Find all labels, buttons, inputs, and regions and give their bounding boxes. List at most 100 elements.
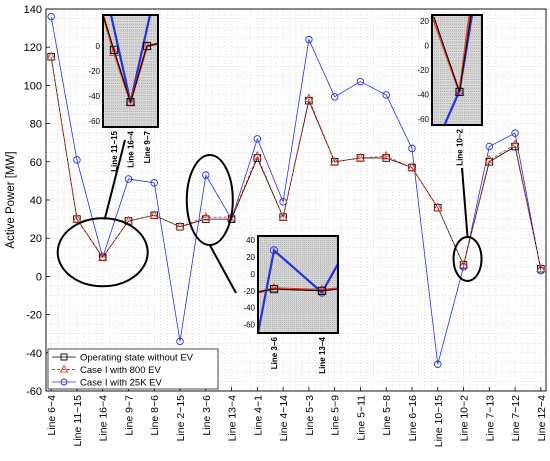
point-marker	[269, 285, 279, 294]
zoom-connector	[208, 244, 237, 294]
point-marker	[381, 150, 391, 160]
point-marker	[150, 179, 158, 187]
series-1	[46, 51, 546, 273]
y-tick-label: 20	[30, 233, 42, 245]
legend-label: Case I with 800 EV	[80, 365, 161, 376]
y-tick-label: -40	[26, 348, 42, 360]
inset-y-tick-label: -20	[88, 67, 100, 76]
point-marker	[60, 353, 68, 361]
x-tick-label: Line 5−9	[330, 395, 342, 436]
inset-x-tick-label: Line 16−4	[127, 130, 136, 167]
inset-x-tick-label: Line 3−6	[270, 336, 279, 369]
inset-series-line	[433, 15, 472, 93]
point-marker	[73, 156, 81, 164]
y-tick-label: 100	[24, 80, 42, 92]
x-tick-label: Line 7−13	[484, 395, 496, 442]
inset-y-tick-label: 0	[96, 42, 101, 51]
point-marker	[484, 154, 494, 164]
inset-y-tick-label: 0	[425, 42, 430, 51]
point-marker	[304, 93, 314, 103]
point-marker	[175, 221, 185, 231]
y-tick-label: 140	[24, 4, 42, 16]
point-marker	[269, 282, 279, 292]
x-tick-label: Line 5−3	[304, 395, 316, 436]
legend-label: Case I with 25K EV	[80, 378, 163, 389]
inset-x-tick-label: Line 11−15	[110, 130, 119, 171]
inset-frame	[257, 235, 339, 334]
x-tick-label: Line 5−8	[381, 395, 393, 436]
point-marker	[253, 135, 262, 143]
point-marker	[356, 77, 365, 86]
inset-y-tick-label: 20	[420, 17, 429, 26]
point-marker	[202, 171, 210, 179]
x-tick-label: Line 10−2	[459, 395, 471, 442]
point-marker	[330, 156, 340, 166]
x-tick-label: Line 4−14	[278, 395, 290, 442]
point-marker	[109, 45, 119, 54]
inset-x-tick-label: Line 13−4	[318, 336, 327, 373]
inset-series	[258, 246, 338, 333]
point-marker	[142, 42, 152, 51]
inset-y-tick-label: -40	[417, 90, 429, 99]
zoom-connector	[461, 167, 469, 238]
inset-y-tick-label: 40	[246, 236, 255, 245]
point-marker	[408, 144, 416, 153]
point-marker	[98, 252, 108, 261]
point-marker	[382, 91, 390, 99]
point-marker	[124, 175, 133, 183]
x-tick-label: Line 6−16	[407, 395, 419, 442]
y-tick-label: 120	[24, 42, 42, 54]
x-tick-label: Line 3−6	[201, 395, 213, 436]
point-marker	[407, 162, 417, 171]
point-marker	[434, 360, 442, 369]
series-line	[50, 16, 542, 365]
legend-box	[47, 348, 219, 390]
y-tick-label: 40	[30, 195, 42, 207]
point-marker	[330, 93, 339, 101]
inset-y-tick-label: 20	[246, 253, 255, 262]
point-marker	[536, 263, 546, 273]
y-tick-label: 80	[30, 119, 42, 131]
point-marker	[47, 12, 55, 21]
y-tick-label: -20	[26, 310, 42, 322]
inset-x-tick-label: Line 9−7	[143, 130, 152, 163]
inset-y-tick-label: -60	[88, 117, 100, 126]
inset-frame	[431, 14, 483, 126]
y-tick-label: 0	[36, 271, 42, 283]
point-marker	[510, 139, 520, 148]
inset-y-tick-label: -60	[243, 321, 255, 330]
point-marker	[59, 364, 69, 373]
inset-1: 20 0 -20 -40 -60 Line 10−2	[417, 14, 483, 166]
point-marker	[269, 246, 279, 255]
point-marker	[201, 211, 211, 221]
point-marker	[60, 378, 68, 386]
inset-0: 0 -20 -40 -60 Line 11−15 Line 16−4 Line 9−7	[88, 14, 159, 172]
x-tick-label: Line 16−4	[98, 395, 110, 442]
point-marker	[305, 35, 313, 44]
point-marker	[317, 284, 327, 294]
inset-y-tick-label: -60	[417, 115, 429, 124]
point-marker	[455, 87, 464, 97]
inset-series-line	[258, 248, 338, 333]
point-marker	[317, 286, 327, 295]
x-tick-label: Line 7−12	[510, 395, 522, 442]
plot-frame	[45, 8, 547, 392]
point-marker	[72, 213, 82, 223]
point-marker	[433, 202, 443, 211]
point-marker	[126, 98, 135, 107]
x-tick-label: Line 2−15	[175, 395, 187, 442]
x-tick-label: Line 5−11	[355, 395, 367, 441]
x-tick-label: Line 4−1	[252, 395, 264, 436]
x-tick-label: Line 9−7	[123, 395, 135, 436]
legend-label: Operating state without EV	[80, 353, 194, 364]
point-marker	[458, 259, 469, 269]
x-tick-label: Line 8−6	[149, 395, 161, 436]
series-line	[50, 56, 542, 269]
inset-series	[103, 15, 158, 107]
point-marker	[511, 129, 519, 137]
zoom-ellipse	[56, 217, 149, 288]
zoom-connector	[103, 139, 126, 220]
